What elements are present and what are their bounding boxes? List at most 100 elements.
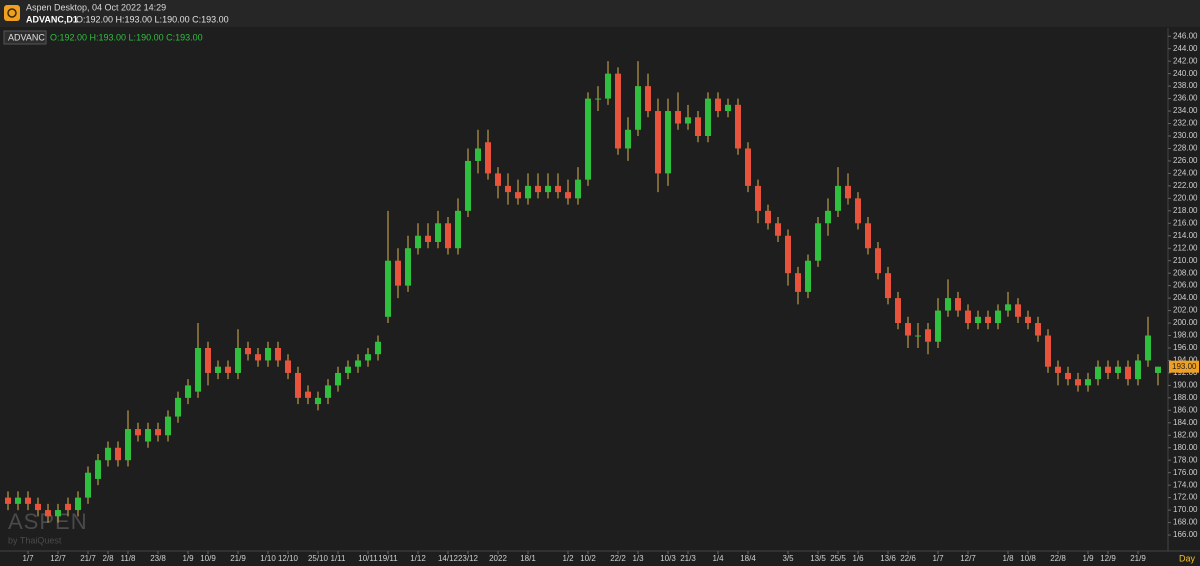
x-tick-label: 1/10 [260,554,276,563]
candle-body [235,347,241,373]
y-tick-label: 186.00 [1173,405,1198,414]
candle-body [195,347,201,392]
candle-body [985,316,991,324]
candle-body [1145,335,1151,361]
y-tick-label: 224.00 [1173,169,1198,178]
x-tick-label: 22/6 [900,554,916,563]
y-tick-label: 188.00 [1173,393,1198,402]
candle-body [1015,304,1021,317]
candle-body [1125,366,1131,380]
x-tick-label: 2/8 [102,554,114,563]
x-tick-label: 19/11 [378,554,398,563]
candle-body [55,510,61,517]
y-tick-label: 238.00 [1173,81,1198,90]
candle-body [635,86,641,130]
candle-body [35,503,41,511]
candle-body [575,179,581,199]
candle-body [175,397,181,417]
y-tick-label: 178.00 [1173,455,1198,464]
candle-body [1045,335,1051,367]
app-icon[interactable] [4,5,20,21]
candle-body [705,98,711,136]
app-icon-glyph [7,8,17,18]
y-tick-label: 170.00 [1173,505,1198,514]
candle-body [685,117,691,124]
candle-body [975,316,981,324]
candle-body [265,347,271,361]
app-title: Aspen Desktop, 04 Oct 2022 14:29 [26,2,166,12]
y-tick-label: 206.00 [1173,281,1198,290]
candle-body [345,366,351,373]
candle-body [5,497,11,504]
y-tick-label: 242.00 [1173,56,1198,65]
candle-body [1115,366,1121,373]
y-tick-label: 216.00 [1173,218,1198,227]
x-tick-label: 2022 [489,554,507,563]
x-tick-label: 22/2 [610,554,626,563]
candle-body [465,160,471,211]
candle-body [595,98,601,100]
candle-body [795,273,801,292]
x-tick-label: 10/11 [358,554,378,563]
x-tick-label: 12/9 [1100,554,1116,563]
candle-body [505,185,511,193]
x-tick-label: 1/2 [562,554,574,563]
candle-body [325,385,331,398]
candle-body [605,73,611,99]
candle-body [1095,366,1101,380]
x-tick-label: 23/8 [150,554,166,563]
candle-body [1085,379,1091,386]
candle-body [625,129,631,149]
x-tick-label: 3/5 [782,554,794,563]
y-tick-label: 222.00 [1173,181,1198,190]
watermark-sub: by ThaiQuest [8,535,62,545]
candle-body [355,360,361,367]
y-tick-label: 246.00 [1173,31,1198,40]
symbol: ADVANC,D1 [26,14,78,24]
candle-body [545,185,551,193]
x-tick-label: 13/5 [810,554,826,563]
candle-body [485,142,491,174]
y-tick-label: 166.00 [1173,530,1198,539]
candle-body [645,86,651,112]
candle-body [215,366,221,373]
candle-body [785,235,791,274]
y-tick-label: 168.00 [1173,518,1198,527]
candle-body [1055,366,1061,373]
x-tick-label: 1/11 [331,554,347,563]
x-tick-label: 25/5 [830,554,846,563]
legend-box [3,30,47,45]
candle-body [115,447,121,461]
y-tick-label: 226.00 [1173,156,1198,165]
y-tick-label: 204.00 [1173,293,1198,302]
x-tick-label: 1/6 [852,554,864,563]
candle-body [1005,304,1011,311]
candle-body [735,104,741,149]
candle-body [555,185,561,193]
candle-body [585,98,591,180]
y-tick-label: 240.00 [1173,69,1198,78]
candle-body [1105,366,1111,373]
y-tick-label: 232.00 [1173,119,1198,128]
y-tick-label: 172.00 [1173,493,1198,502]
y-tick-label: 196.00 [1173,343,1198,352]
x-tick-label: 10/9 [200,554,216,563]
candle-body [125,429,131,461]
y-tick-label: 208.00 [1173,268,1198,277]
y-tick-label: 200.00 [1173,318,1198,327]
y-tick-label: 190.00 [1173,381,1198,390]
candle-body [815,223,821,261]
candle-body [855,198,861,224]
x-tick-label: 1/3 [632,554,644,563]
x-unit: Day [1179,553,1196,563]
y-tick-label: 244.00 [1173,44,1198,53]
candle-body [875,248,881,274]
candle-body [535,185,541,193]
candle-body [1035,323,1041,336]
candle-body [955,298,961,311]
legend-ohlc: O:192.00 H:193.00 L:190.00 C:193.00 [50,32,203,42]
candle-body [25,497,31,504]
candle-body [835,185,841,211]
